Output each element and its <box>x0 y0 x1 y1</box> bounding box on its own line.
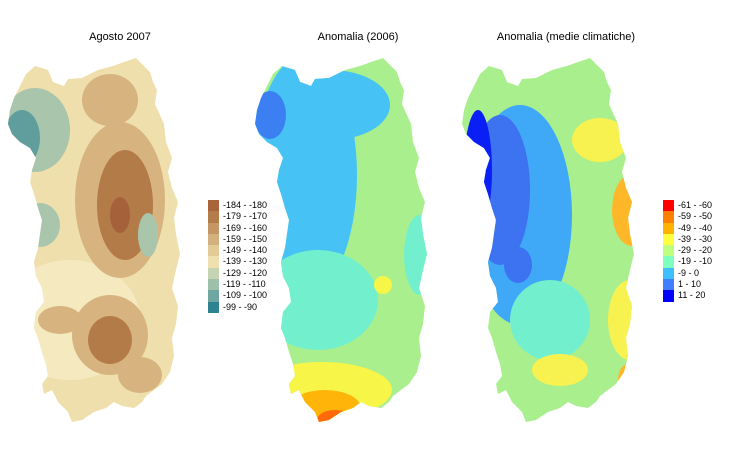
legend-anomaly-climatic-label: -39 - -30 <box>678 233 713 244</box>
legend-august-label: -139 - -130 <box>223 256 268 267</box>
august-sw-mid <box>38 306 82 334</box>
legend-august-label: -149 - -140 <box>223 245 268 256</box>
legend-august-label: -119 - -110 <box>223 279 266 290</box>
anomclim-ne-yellow <box>572 118 628 162</box>
legend-august-swatch <box>208 222 219 234</box>
legend-anomaly-climatic-swatch <box>663 279 674 291</box>
legend-august-swatch <box>208 279 219 291</box>
legend-august-row: -169 - -160 <box>208 222 268 234</box>
panel-title-anomaly-2006: Anomalia (2006) <box>317 31 399 43</box>
august-nw-teal-dark <box>8 110 40 166</box>
legend-anomaly-climatic-label: -19 - -10 <box>678 256 713 267</box>
anom06-south-cyan <box>258 250 378 350</box>
legend-anomaly-climatic-swatch <box>663 200 674 212</box>
legend-anomaly-climatic-label: 11 - 20 <box>678 290 706 301</box>
map-anomaly-2006 <box>255 58 427 422</box>
map-anomaly-climatic <box>462 58 634 422</box>
legend-august-row: -184 - -180 <box>208 200 268 212</box>
legend-anomaly-climatic-row: 1 - 10 <box>663 279 712 291</box>
legend-august-label: -184 - -180 <box>223 200 268 210</box>
august-central-dark <box>110 197 130 233</box>
legend-anomaly-climatic-row: -49 - -40 <box>663 222 713 234</box>
map-august-2007 <box>8 58 180 422</box>
legend-anomaly-climatic-row: -39 - -30 <box>663 233 713 246</box>
legend-august-swatch <box>208 245 219 257</box>
legend-anomaly-climatic-swatch <box>663 222 674 234</box>
legend-august-label: -179 - -170 <box>223 211 268 222</box>
legend-august-row: -119 - -110 <box>208 279 267 291</box>
legend-anomaly-climatic-row: -59 - -50 <box>663 211 713 223</box>
legend-august-label: -99 - -90 <box>223 301 258 312</box>
legend-anomaly-climatic-swatch <box>663 267 674 280</box>
legend-august-row: -159 - -150 <box>208 233 268 246</box>
legend-anomaly-climatic-row: 11 - 20 <box>663 290 712 302</box>
legend-anomaly-climatic-swatch <box>663 245 674 257</box>
legend-august-swatch <box>208 211 219 223</box>
august-north-mid <box>82 74 138 126</box>
anom06-south-red <box>317 410 353 422</box>
anomclim-sw-royal <box>504 247 532 283</box>
legend-anomaly-climatic-row: -29 - -20 <box>663 245 713 257</box>
legend-anomaly-climatic: -61 - -60 -59 - -50 -49 - -40 -39 - -30 -29 … <box>663 200 712 302</box>
legend-august-row: -179 - -170 <box>208 211 268 223</box>
anomclim-se-yellow <box>608 280 634 360</box>
august-south-brown <box>88 316 132 364</box>
legend-august-swatch <box>208 301 219 313</box>
legend-august-row: -99 - -90 <box>208 301 267 313</box>
legend-august-label: -109 - -100 <box>223 290 268 301</box>
legend-august-swatch <box>208 256 219 268</box>
legend-anomaly-climatic-label: 1 - 10 <box>678 279 702 290</box>
legend-august-label: -129 - -120 <box>223 267 268 278</box>
anomclim-se-orange <box>618 364 634 396</box>
legend-anomaly-climatic-row: -9 - 0 <box>663 267 712 280</box>
anomclim-west-navy <box>464 110 492 230</box>
legend-august-swatch <box>208 233 219 246</box>
legend-anomaly-climatic-row: -19 - -10 <box>663 256 713 268</box>
legend-august-swatch <box>208 267 219 280</box>
legend-august-row: -109 - -100 <box>208 290 268 302</box>
legend-august-label: -169 - -160 <box>223 222 268 233</box>
legend-anomaly-climatic-label: -49 - -40 <box>678 222 713 233</box>
legend-anomaly-climatic-label: -9 - 0 <box>678 267 700 278</box>
anom06-east-cyan <box>404 215 427 295</box>
legend-august-swatch <box>208 290 219 302</box>
legend-anomaly-climatic-swatch <box>663 290 674 302</box>
anom06-central-yellow <box>374 276 392 294</box>
august-west-teal <box>20 203 60 247</box>
legend-anomaly-climatic-swatch <box>663 233 674 246</box>
legend-august-row: -129 - -120 <box>208 267 268 280</box>
legend-august-swatch <box>208 200 219 212</box>
legend-august-row: -139 - -130 <box>208 256 268 268</box>
legend-anomaly-climatic-row: -61 - -60 <box>663 200 713 212</box>
legend-anomaly-climatic-label: -59 - -50 <box>678 211 713 222</box>
legend-anomaly-climatic-label: -61 - -60 <box>678 200 713 210</box>
legend-august-label: -159 - -150 <box>223 233 268 244</box>
anom06-nw-deepblue <box>255 91 286 139</box>
legend-august-row: -149 - -140 <box>208 245 268 257</box>
legend-anomaly-climatic-label: -29 - -20 <box>678 245 713 256</box>
legend-august: -184 - -180 -179 - -170 -169 - -160 -159 - … <box>208 200 267 313</box>
august-east-teal <box>138 213 158 257</box>
legend-anomaly-climatic-swatch <box>663 256 674 268</box>
anom06-north-blue <box>270 70 390 140</box>
panel-title-anomaly-climatic: Anomalia (medie climatiche) <box>496 31 636 43</box>
anomclim-south-yellow <box>532 354 588 386</box>
panel-title-august: Agosto 2007 <box>89 31 151 43</box>
august-se-mid <box>118 357 162 393</box>
anomclim-east-orange <box>612 174 634 246</box>
anomclim-south-cyan <box>510 280 590 360</box>
legend-anomaly-climatic-swatch <box>663 211 674 223</box>
